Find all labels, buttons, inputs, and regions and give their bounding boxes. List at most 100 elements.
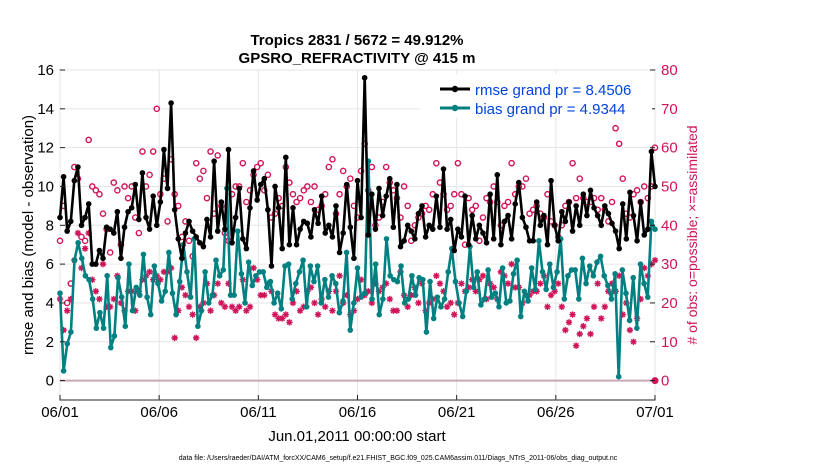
bias-point bbox=[97, 309, 103, 316]
rmse-point bbox=[71, 177, 78, 184]
obs-possible-point bbox=[615, 140, 623, 148]
bias-point bbox=[550, 284, 557, 291]
bias-point bbox=[427, 278, 433, 285]
rmse-point bbox=[619, 201, 626, 207]
rmse-point bbox=[544, 241, 551, 248]
rmse-point bbox=[78, 222, 85, 229]
obs-possible-point bbox=[185, 237, 193, 245]
rmse-point bbox=[290, 205, 296, 211]
bias-point bbox=[485, 267, 491, 273]
obs-possible-point bbox=[468, 206, 476, 214]
rmse-point bbox=[211, 158, 217, 165]
obs-assimilated-point bbox=[236, 303, 243, 311]
rmse-point bbox=[548, 177, 554, 184]
bias-point bbox=[499, 265, 506, 271]
bias-point bbox=[242, 300, 248, 306]
bias-point bbox=[118, 294, 125, 300]
bias-point bbox=[300, 257, 306, 264]
obs-assimilated-point bbox=[508, 260, 515, 268]
bias-point bbox=[619, 267, 626, 273]
obs-assimilated-point bbox=[193, 334, 200, 342]
bias-point bbox=[438, 304, 444, 310]
x-axis-ticks: 06/01 06/06 06/11 06/16 06/21 06/26 07/01 bbox=[41, 395, 674, 421]
bias-point bbox=[325, 294, 332, 300]
obs-possible-point bbox=[81, 237, 89, 245]
obs-assimilated-point bbox=[382, 280, 390, 287]
bias-point bbox=[71, 257, 78, 264]
rmse-point bbox=[125, 208, 131, 215]
obs-possible-point bbox=[239, 159, 247, 167]
obs-assimilated-point bbox=[85, 229, 92, 237]
rmse-point bbox=[304, 220, 311, 227]
obs-assimilated-point bbox=[300, 303, 307, 311]
x-tick-label-3: 06/16 bbox=[339, 404, 377, 421]
y-tick-label-2: 4 bbox=[46, 295, 54, 312]
bias-point bbox=[100, 325, 107, 331]
obs-assimilated-point bbox=[146, 268, 153, 276]
bias-point bbox=[394, 278, 401, 285]
rmse-point bbox=[247, 205, 253, 211]
rmse-point bbox=[153, 222, 160, 229]
obs-assimilated-point bbox=[637, 295, 644, 303]
legend: rmse grand pr = 8.4506 bias grand pr = 4… bbox=[420, 74, 652, 118]
x-tick-label-1: 06/06 bbox=[140, 404, 178, 421]
bias-point bbox=[133, 284, 139, 291]
bias-point bbox=[554, 269, 560, 275]
obs-assimilated-point bbox=[92, 288, 100, 295]
rmse-point bbox=[358, 214, 364, 221]
rmse-point bbox=[462, 193, 468, 199]
bias-point bbox=[303, 304, 310, 310]
rmse-point bbox=[268, 263, 275, 269]
bias-point bbox=[456, 300, 462, 306]
obs-possible-point bbox=[293, 198, 300, 206]
rmse-point bbox=[128, 205, 135, 211]
rmse-point bbox=[279, 245, 286, 252]
rmse-point bbox=[412, 236, 418, 242]
bias-point bbox=[296, 269, 303, 275]
bias-point bbox=[332, 280, 339, 287]
rmse-point bbox=[426, 222, 432, 229]
bias-point bbox=[260, 269, 266, 275]
obs-possible-point bbox=[433, 159, 440, 167]
bias-point bbox=[612, 271, 618, 277]
obs-possible-point bbox=[300, 187, 308, 194]
bias-point bbox=[184, 269, 190, 275]
legend-rmse-label: rmse grand pr = 8.4506 bbox=[475, 82, 631, 99]
obs-assimilated-point bbox=[365, 288, 372, 295]
obs-possible-point bbox=[612, 124, 619, 132]
obs-assimilated-point bbox=[225, 280, 232, 287]
rmse-point bbox=[315, 220, 321, 227]
rmse-point bbox=[136, 216, 142, 223]
rmse-point bbox=[490, 236, 497, 242]
obs-assimilated-point bbox=[555, 280, 562, 287]
obs-assimilated-point bbox=[436, 280, 444, 287]
bias-point bbox=[115, 274, 121, 281]
obs-possible-point bbox=[139, 148, 146, 155]
obs-assimilated-point bbox=[196, 303, 203, 311]
obs-assimilated-point bbox=[74, 229, 82, 237]
bias-point bbox=[369, 296, 375, 302]
rmse-point bbox=[573, 203, 579, 209]
obs-possible-point bbox=[640, 183, 648, 190]
rmse-point bbox=[182, 230, 189, 236]
rmse-point bbox=[476, 222, 483, 229]
rmse-point bbox=[587, 187, 594, 194]
bias-point bbox=[195, 323, 201, 330]
rmse-point bbox=[562, 218, 569, 225]
bias-point bbox=[528, 265, 535, 271]
rmse-point bbox=[627, 189, 633, 196]
obs-assimilated-point bbox=[189, 311, 196, 318]
obs-possible-point bbox=[121, 183, 128, 190]
rmse-point bbox=[551, 222, 558, 229]
obs-assimilated-point bbox=[253, 276, 261, 283]
y-tick-label-4: 8 bbox=[46, 217, 54, 234]
obs-possible-point bbox=[200, 167, 207, 175]
bias-point bbox=[68, 329, 74, 335]
rmse-point bbox=[196, 239, 203, 246]
bias-point bbox=[311, 278, 317, 285]
rmse-point bbox=[523, 224, 529, 231]
obs-assimilated-point bbox=[472, 288, 479, 295]
rmse-point bbox=[257, 181, 264, 188]
obs-assimilated-point bbox=[275, 315, 282, 322]
y2-tick-label-2: 20 bbox=[661, 295, 678, 312]
